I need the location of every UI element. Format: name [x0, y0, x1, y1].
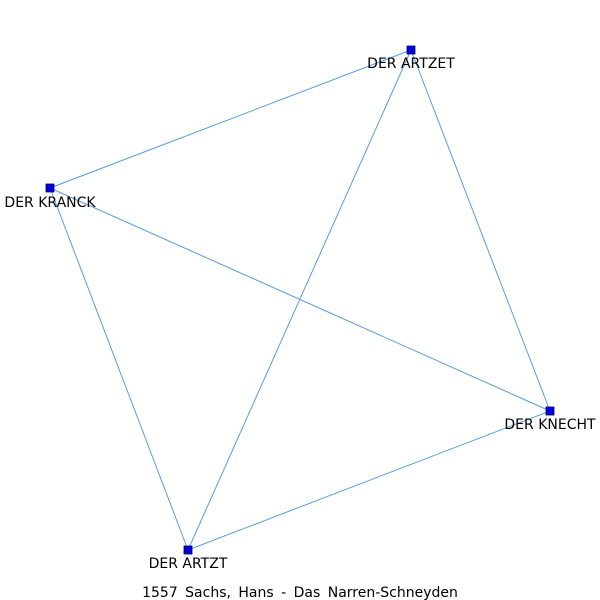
node-layer	[45, 45, 555, 555]
edge-kranck-artzet	[49, 49, 412, 189]
edge-kranck-artzt	[49, 187, 189, 551]
node-label-artzet: DER ARTZET	[367, 56, 455, 72]
node-knecht[interactable]	[545, 406, 555, 416]
edge-artzet-knecht	[410, 49, 551, 412]
node-label-knecht: DER KNECHT	[504, 417, 596, 433]
edge-layer	[49, 49, 551, 551]
node-label-artzt: DER ARTZT	[149, 556, 228, 572]
graph-caption: 1557 Sachs, Hans - Das Narren-Schneyden	[142, 585, 458, 600]
node-label-kranck: DER KRANCK	[4, 195, 96, 211]
label-layer: DER ARTZET DER KRANCK DER KNECHT DER ARTZT	[4, 56, 596, 572]
edge-artzet-artzt	[187, 49, 412, 551]
edge-kranck-knecht	[49, 187, 551, 412]
edge-artzt-knecht	[187, 410, 551, 551]
node-artzt[interactable]	[183, 545, 193, 555]
node-artzet[interactable]	[406, 45, 416, 55]
node-kranck[interactable]	[45, 183, 55, 193]
